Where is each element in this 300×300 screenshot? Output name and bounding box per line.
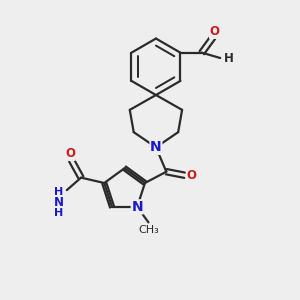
Text: H: H: [54, 187, 63, 196]
Text: O: O: [65, 147, 75, 161]
Text: H: H: [224, 52, 233, 64]
Text: N: N: [150, 140, 162, 154]
Text: O: O: [186, 169, 196, 182]
Text: N: N: [53, 196, 64, 209]
Text: CH₃: CH₃: [139, 225, 159, 235]
Text: O: O: [210, 26, 220, 38]
Text: N: N: [131, 200, 143, 214]
Text: H: H: [54, 208, 63, 218]
